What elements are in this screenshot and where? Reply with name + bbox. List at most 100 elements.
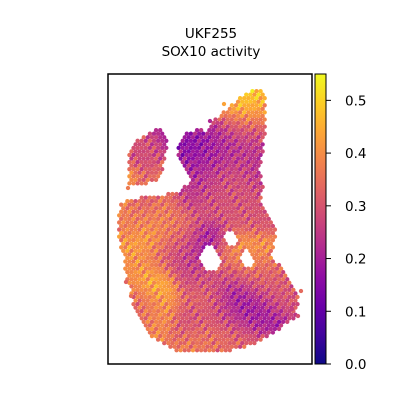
spot-point: [217, 294, 222, 300]
spot-point: [205, 316, 210, 321]
spot-point: [242, 223, 247, 229]
spot-point: [119, 230, 124, 236]
spot-point: [123, 252, 128, 257]
spot-point: [201, 152, 206, 158]
spot-point: [291, 287, 296, 293]
spot-point: [260, 280, 266, 286]
spot-point: [276, 284, 282, 289]
spot-point: [260, 227, 265, 232]
spot-point: [196, 301, 202, 307]
spot-point: [205, 287, 210, 293]
spot-point: [196, 181, 202, 186]
spot-point: [151, 323, 157, 328]
spot-point: [203, 163, 208, 168]
spot-point: [153, 220, 159, 225]
spot-point: [268, 284, 273, 289]
spot-point: [240, 234, 245, 239]
spot-point: [162, 234, 167, 239]
spot-point: [155, 287, 161, 293]
spot-point: [213, 323, 218, 328]
spot-point: [151, 223, 157, 229]
spot-point: [194, 206, 200, 211]
spot-point: [209, 287, 214, 293]
spot-point: [162, 248, 167, 254]
spot-point: [184, 273, 189, 278]
spot-point: [194, 199, 200, 204]
spot-point: [131, 273, 136, 278]
spot-point: [250, 337, 255, 342]
spot-point: [190, 206, 196, 211]
spot-point: [285, 305, 290, 310]
spot-point: [215, 135, 220, 140]
spot-point: [248, 312, 253, 317]
spot-point: [172, 280, 177, 285]
spot-point: [211, 191, 216, 197]
spot-point: [215, 163, 220, 168]
spot-point: [250, 88, 255, 94]
spot-point: [180, 294, 185, 300]
spot-point: [135, 167, 140, 172]
spot-point: [246, 294, 251, 300]
spot-point: [235, 156, 241, 161]
spot-point: [240, 341, 245, 346]
spot-point: [213, 287, 218, 293]
spot-point: [225, 145, 230, 151]
spot-point: [205, 323, 210, 328]
spot-point: [205, 294, 210, 300]
spot-point: [199, 291, 204, 296]
spot-point: [117, 234, 122, 239]
spot-point: [196, 230, 202, 236]
spot-point: [248, 199, 253, 204]
spot-point: [174, 248, 179, 254]
spot-point: [268, 319, 273, 324]
spot-point: [121, 213, 126, 218]
spot-point: [190, 333, 196, 339]
spot-point: [196, 202, 202, 207]
spot-point: [240, 291, 245, 296]
spot-point: [246, 337, 251, 342]
spot-point: [237, 131, 243, 136]
spot-point: [258, 330, 263, 335]
spot-point: [244, 113, 249, 119]
spot-point: [219, 348, 224, 353]
spot-point: [229, 245, 235, 250]
spot-point: [221, 230, 226, 236]
spot-point: [225, 216, 230, 222]
spot-point: [221, 117, 226, 122]
spot-point: [151, 138, 157, 143]
spot-point: [248, 135, 253, 140]
spot-point: [135, 223, 140, 229]
spot-point: [151, 209, 157, 214]
spot-point: [225, 330, 230, 335]
spot-point: [225, 337, 230, 342]
spot-point: [186, 291, 192, 296]
spot-point: [217, 216, 222, 222]
spot-point: [209, 152, 214, 158]
spot-point: [260, 206, 265, 211]
spot-point: [233, 117, 239, 122]
spot-point: [121, 241, 126, 246]
spot-point: [252, 227, 257, 232]
spot-point: [264, 234, 269, 239]
spot-point: [217, 131, 222, 136]
spot-point: [135, 287, 140, 293]
spot-point: [153, 262, 159, 268]
spot-point: [207, 333, 212, 339]
spot-point: [272, 284, 278, 289]
spot-point: [242, 344, 247, 349]
spot-point: [281, 305, 286, 310]
spot-point: [262, 103, 267, 108]
spot-point: [268, 220, 273, 225]
spot-point: [227, 170, 233, 175]
spot-point: [186, 248, 192, 254]
spot-point: [258, 152, 263, 158]
spot-point: [151, 259, 157, 264]
spot-point: [291, 316, 296, 321]
spot-point: [139, 238, 144, 243]
spot-point: [252, 319, 257, 324]
spot-point: [274, 294, 280, 300]
spot-point: [209, 301, 214, 307]
spot-point: [196, 131, 202, 136]
spot-point: [211, 199, 216, 204]
spot-point: [270, 238, 276, 243]
